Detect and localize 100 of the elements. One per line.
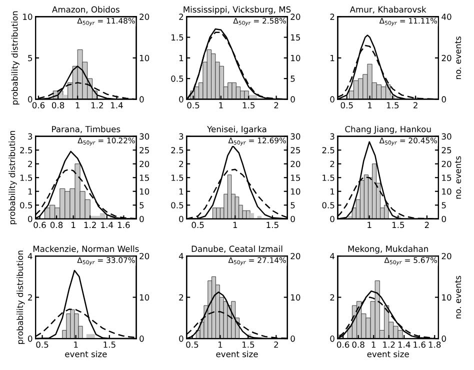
x-tick-label: 1	[233, 222, 238, 228]
y-tick-label: 0	[330, 336, 334, 342]
y-tick-label: 0.5	[171, 76, 184, 82]
chart-title: Amur, Khabarovsk	[350, 6, 426, 14]
y2-tick-label: 5	[290, 76, 295, 82]
x-tick-label: 1.6	[414, 341, 426, 348]
y-tick-label: 0	[330, 216, 334, 222]
y2-tick-label: 15	[140, 174, 149, 181]
y-tick-label: 1	[330, 188, 334, 195]
y2-tick-label: 20	[140, 160, 150, 168]
x-tick-label: 2	[414, 102, 418, 108]
x-tick-label: 1.4	[111, 102, 123, 108]
y2-tick-label: 20	[290, 14, 300, 20]
y2-tick-label: 0	[442, 336, 446, 342]
y2-tick-label: 40	[442, 14, 452, 20]
y2-tick-label: 0	[140, 96, 144, 102]
y2-tick-label: 15	[442, 174, 452, 181]
y-tick-label: 1.5	[172, 174, 184, 181]
y2-tick-label: 10	[442, 188, 452, 195]
y-tick-label: 4	[330, 253, 334, 260]
y2-tick-label: 10	[140, 54, 150, 62]
y-tick-label: 1	[179, 55, 184, 62]
x-tick-label: 1.5	[242, 102, 255, 108]
y-tick-label: 1.5	[172, 34, 184, 41]
y2-tick-label: 0	[442, 96, 446, 102]
x-tick-label: 2	[274, 102, 278, 108]
y2-tick-label: 5	[140, 202, 144, 208]
y2-tick-label: 0	[442, 216, 446, 222]
y2-axis-title: no. events	[455, 276, 462, 318]
x-tick-label: 1	[218, 342, 222, 348]
y2-tick-label: 0	[290, 96, 295, 102]
y-tick-label: 2	[330, 294, 334, 300]
y2-tick-label: 20	[442, 54, 452, 62]
x-tick-label: 1.2	[91, 102, 103, 108]
y-tick-label: 0.5	[20, 202, 32, 208]
y2-tick-label: 10	[442, 294, 452, 301]
y-tick-label: 0	[28, 96, 32, 102]
chart-title: Danube, Ceatal Izmail	[192, 246, 282, 253]
chart-title: Mississippi, Vicksburg, MS	[184, 6, 291, 14]
y-tick-label: 10	[23, 14, 32, 20]
y-tick-label: 0	[330, 96, 334, 102]
y-tick-label: 1.5	[322, 174, 334, 181]
y2-tick-label: 0	[290, 336, 295, 342]
y2-tick-label: 10	[140, 294, 150, 301]
y-tick-label: 0	[179, 216, 184, 222]
x-tick-label: 0.6	[336, 341, 350, 348]
x-axis-title: event size	[216, 350, 258, 358]
y2-tick-label: 20	[290, 160, 300, 168]
y-tick-label: 0	[28, 216, 32, 222]
x-tick-label: 1	[219, 102, 223, 108]
x-tick-label: 1	[368, 102, 372, 108]
y-tick-label: 2.5	[322, 147, 334, 154]
y-tick-label: 2	[179, 160, 184, 168]
y-tick-label: 4	[178, 253, 184, 260]
x-tick-label: 0.5	[186, 341, 198, 348]
x-tick-label: 1	[372, 342, 376, 348]
y2-tick-label: 10	[140, 188, 150, 195]
y2-axis-title: no. events	[455, 36, 462, 79]
x-tick-label: 1.5	[392, 222, 404, 228]
y-tick-label: 0.5	[322, 202, 334, 208]
y-tick-label: 1	[28, 188, 32, 195]
x-tick-label: 1	[74, 342, 78, 348]
chart-title: Parana, Timbues	[52, 126, 120, 134]
y-tick-label: 2	[179, 14, 184, 20]
y-tick-label: 2	[179, 294, 184, 300]
y-tick-label: 0	[179, 336, 184, 342]
x-tick-label: 1	[76, 102, 80, 108]
x-axis-title: event size	[65, 350, 107, 358]
y2-tick-label: 20	[140, 252, 150, 260]
y2-tick-label: 30	[140, 133, 150, 140]
y2-tick-label: 30	[442, 133, 452, 140]
y2-tick-label: 25	[290, 147, 300, 154]
y2-tick-label: 20	[290, 252, 300, 260]
x-tick-label: 1.5	[386, 102, 399, 108]
x-tick-label: 0.5	[187, 102, 200, 108]
y2-tick-label: 0	[140, 216, 144, 222]
chart-title: Yenisei, Igarka	[207, 126, 266, 134]
x-tick-label: 1.2	[84, 222, 96, 228]
y-tick-label: 1	[179, 188, 184, 195]
y2-tick-label: 25	[442, 147, 452, 154]
x-axis-title: event size	[367, 350, 409, 358]
x-tick-label: 2	[424, 222, 429, 228]
x-tick-label: 0.8	[50, 222, 63, 228]
y2-tick-label: 0	[140, 336, 144, 342]
y-tick-label: 2.5	[171, 147, 184, 154]
x-tick-label: 0.6	[32, 102, 45, 108]
x-tick-label: 1.2	[383, 341, 395, 348]
y-tick-label: 0	[179, 96, 184, 102]
y-axis-title: probability distribution	[11, 11, 20, 104]
x-tick-label: 1.8	[428, 341, 441, 348]
x-tick-label: 1	[368, 222, 372, 228]
y-tick-label: 2.5	[20, 147, 32, 154]
y2-tick-label: 20	[442, 160, 452, 168]
x-tick-label: 1.4	[101, 222, 114, 228]
y2-tick-label: 0	[290, 216, 295, 222]
x-tick-label: 0.6	[34, 222, 46, 228]
y2-tick-label: 25	[140, 147, 149, 154]
chart-title: Mackenzie, Norman Wells	[33, 246, 139, 253]
x-tick-label: 1.5	[242, 342, 254, 348]
y-tick-label: 2	[330, 14, 334, 20]
